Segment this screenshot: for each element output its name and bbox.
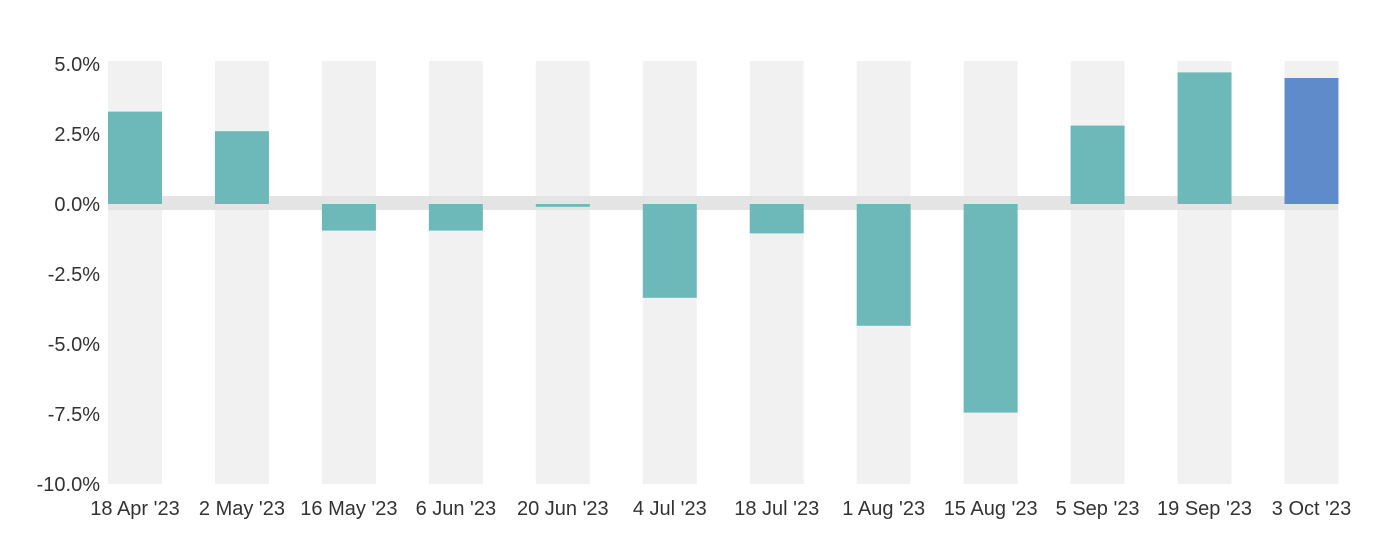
x-tick-label: 19 Sep '23 [1157,498,1252,520]
bar [856,204,911,326]
bar [428,204,483,231]
y-axis-ticks: 5.0% 2.5% 0.0% -2.5% -5.0% -7.5% -10.0% [37,54,101,496]
bars [108,72,1339,413]
bar [1070,125,1125,204]
zero-line [108,196,1338,210]
zero-band [108,196,1338,210]
y-tick-label: 5.0% [54,54,100,76]
x-tick-label: 2 May '23 [199,498,285,520]
column-band [214,61,269,484]
x-tick-label: 20 Jun '23 [517,498,609,520]
bar [642,204,697,298]
y-tick-label: -10.0% [37,474,101,496]
x-tick-label: 18 Apr '23 [90,498,179,520]
x-axis-ticks: 18 Apr '23 2 May '23 16 May '23 6 Jun '23 20… [90,498,1351,520]
x-tick-label: 5 Sep '23 [1056,498,1140,520]
bar [1177,72,1232,205]
x-tick-label: 1 Aug '23 [842,498,925,520]
column-band [1070,61,1125,484]
y-tick-label: -2.5% [48,264,100,286]
y-tick-label: -7.5% [48,404,100,426]
x-tick-label: 18 Jul '23 [734,498,819,520]
bar [749,204,804,234]
bar [1284,78,1339,204]
y-tick-label: 2.5% [54,124,100,146]
column-band [749,61,804,484]
y-tick-label: -5.0% [48,334,100,356]
bar [214,131,269,204]
bar [321,204,376,231]
x-tick-label: 3 Oct '23 [1272,498,1351,520]
column-band [535,61,590,484]
column-band [428,61,483,484]
y-tick-label: 0.0% [54,194,100,216]
column-bands [108,61,1339,484]
bar [963,204,1018,413]
x-tick-label: 6 Jun '23 [416,498,497,520]
column-band [321,61,376,484]
x-tick-label: 4 Jul '23 [633,498,707,520]
x-tick-label: 15 Aug '23 [944,498,1038,520]
x-tick-label: 16 May '23 [300,498,397,520]
bar [535,204,590,207]
bar [108,111,162,204]
